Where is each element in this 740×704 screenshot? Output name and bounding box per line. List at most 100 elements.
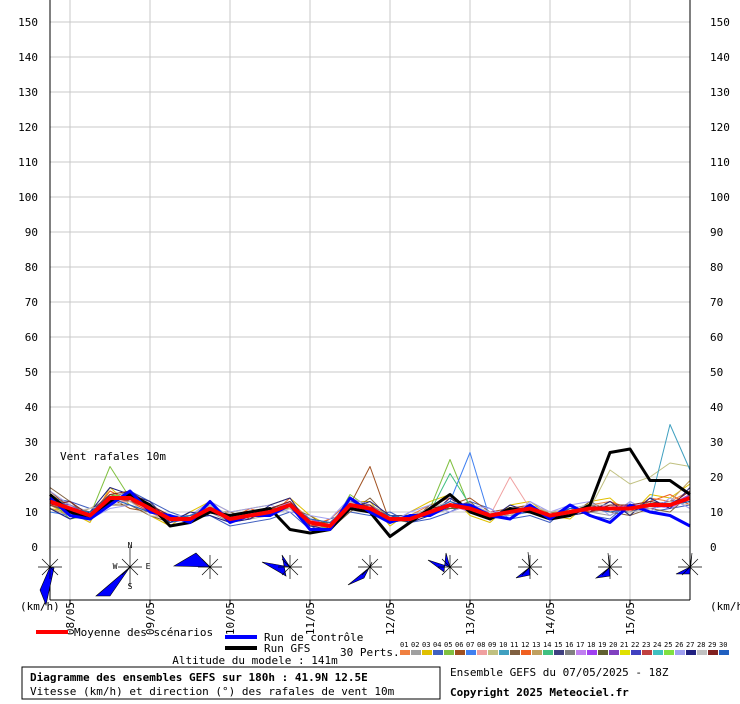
legend-label: 28 [697,641,705,649]
legend-swatch [609,650,619,655]
y-tick-label: 10 [710,506,723,519]
y-tick-label: 70 [25,296,38,309]
legend-swatch [532,650,542,655]
x-tick-label: 08/05 [64,602,77,635]
legend-label: 06 [455,641,463,649]
cross [438,555,462,579]
legend-swatch [675,650,685,655]
legend-swatch [433,650,443,655]
legend-swatch [444,650,454,655]
y-tick-label: 20 [710,471,723,484]
x-tick-label: 09/05 [144,602,157,635]
compass-label: W [113,562,118,571]
legend-swatch [719,650,729,655]
legend-label: 18 [587,641,595,649]
legend-swatch [554,650,564,655]
legend-label: 17 [576,641,584,649]
y-tick-label: 20 [25,471,38,484]
legend-swatch [565,650,575,655]
legend-swatch [620,650,630,655]
lines [49,424,691,538]
legend-label: 29 [708,641,716,649]
legend-label: 02 [411,641,419,649]
y-tick-label: 90 [25,226,38,239]
x-tick-label: 14/05 [544,602,557,635]
y-tick-label: 80 [25,261,38,274]
y-tick-label: 110 [710,156,730,169]
legend-label: 12 [521,641,529,649]
y-tick-label: 30 [25,436,38,449]
legend-label: 03 [422,641,430,649]
cross [38,555,62,579]
legend-swatch [422,650,432,655]
y-tick-label: 40 [710,401,723,414]
legend-label: 20 [609,641,617,649]
y-unit: (km/h) [20,600,60,613]
legend-label: 04 [433,641,441,649]
legend-label: 21 [620,641,628,649]
y-tick-label: 140 [18,51,38,64]
legend-swatch [697,650,707,655]
y-tick-label: 60 [25,331,38,344]
y-tick-label: 90 [710,226,723,239]
legend-label: 09 [488,641,496,649]
legend-label: 05 [444,641,452,649]
legend-label: 07 [466,641,474,649]
y-tick-label: 130 [18,86,38,99]
legend-label: 19 [598,641,606,649]
copyright: Copyright 2025 Meteociel.fr [450,686,629,699]
wind-arrow [39,566,55,607]
y-tick-label: 80 [710,261,723,274]
annotation: Vent rafales 10m [60,450,166,463]
y-tick-label: 110 [18,156,38,169]
legend-label: 26 [675,641,683,649]
y-tick-label: 30 [710,436,723,449]
y-unit: (km/h) [710,600,740,613]
legend-swatch [653,650,663,655]
x-tick-label: 15/05 [624,602,637,635]
legend-label: 10 [499,641,507,649]
legend-swatch [488,650,498,655]
y-tick-label: 140 [710,51,730,64]
legend-swatch [664,650,674,655]
y-tick-label: 120 [18,121,38,134]
box-subtitle: Vitesse (km/h) et direction (°) des rafa… [30,685,395,698]
box-title: Diagramme des ensembles GEFS sur 180h : … [30,671,368,684]
wind-arrow [95,566,131,597]
legend-swatch [631,650,641,655]
cross [678,555,702,579]
altitude: Altitude du modele : 141m [172,654,338,667]
legend-swatch [400,650,410,655]
compass-label: N [128,541,133,550]
legend-swatch [411,650,421,655]
legend-label: 01 [400,641,408,649]
legend-swatch [576,650,586,655]
legend-label: 23 [642,641,650,649]
perts-label: 30 Perts. [340,646,400,659]
grid [50,0,690,600]
y-tick-label: 150 [18,16,38,29]
y-tick-label: 50 [710,366,723,379]
legend-label: Run de contrôle [264,631,363,644]
legend-swatch [455,650,465,655]
legend-swatch [466,650,476,655]
series-line [49,496,691,528]
y-tick-label: 70 [710,296,723,309]
legend-label: 22 [631,641,639,649]
compass [118,547,142,587]
legend-label: 14 [543,641,551,649]
legend-swatch [642,650,652,655]
y-tick-label: 60 [710,331,723,344]
y-tick-label: 100 [710,191,730,204]
legend-label: 25 [664,641,672,649]
legend-label: 08 [477,641,485,649]
x-tick-label: 13/05 [464,602,477,635]
y-tick-label: 150 [710,16,730,29]
wind-arrow [347,561,373,586]
legend-swatch [543,650,553,655]
legend-label: Moyenne des scénarios [74,626,213,639]
cross [278,555,302,579]
legend-label: 13 [532,641,540,649]
legend-swatch [708,650,718,655]
